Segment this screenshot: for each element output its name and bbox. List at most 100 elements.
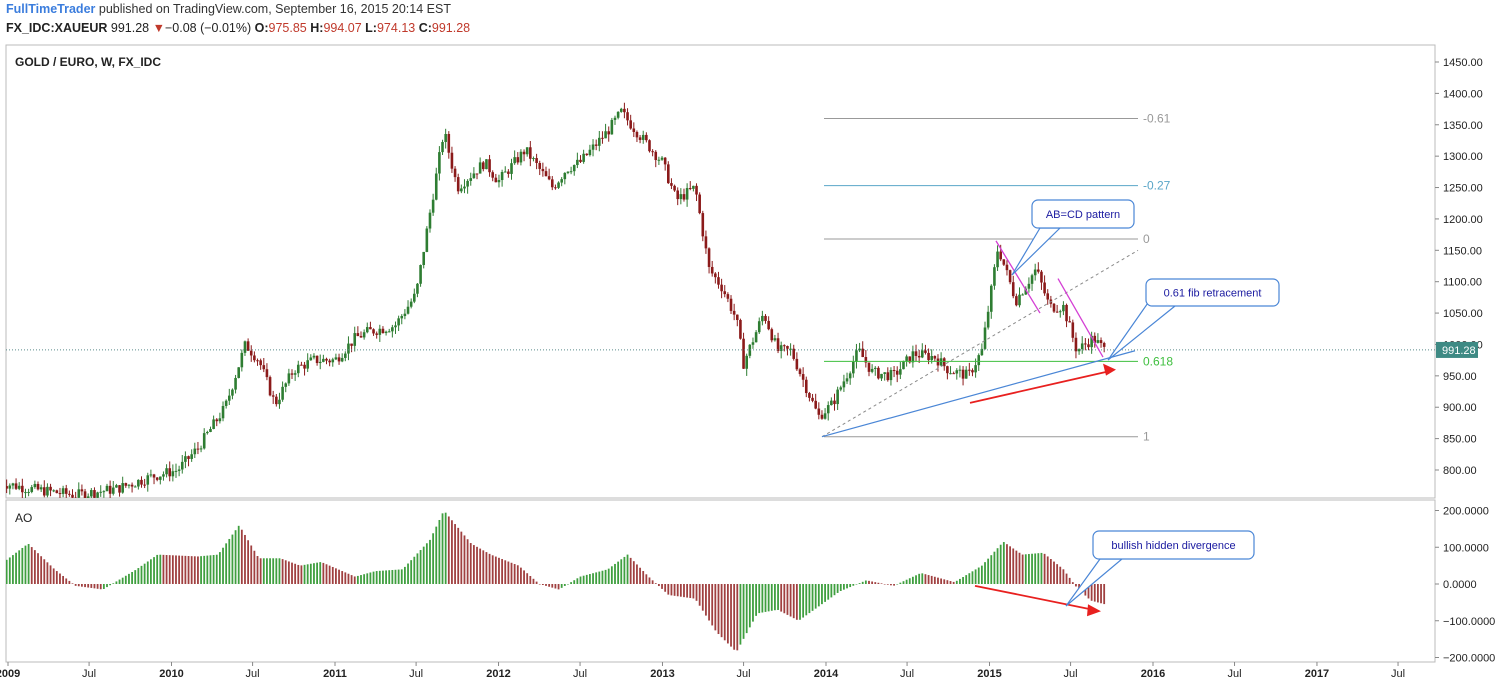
- ao-bar: [93, 584, 96, 589]
- candle-body: [171, 471, 175, 477]
- candle-body: [1102, 343, 1106, 347]
- indicator-axis[interactable]: 200.0000 100.0000 0.0000 −100.0000 −200.0000: [1435, 506, 1495, 665]
- ao-bar: [1053, 561, 1055, 584]
- candle-body: [538, 163, 542, 169]
- candle-body: [152, 474, 156, 478]
- candle-body: [61, 488, 65, 494]
- low-value: 974.13: [376, 21, 416, 35]
- candle-body: [77, 489, 81, 498]
- publish-info: FullTimeTrader published on TradingView.…: [6, 2, 451, 16]
- candle-body: [74, 497, 77, 498]
- ao-bar: [507, 561, 510, 584]
- candle-body: [757, 321, 761, 333]
- ao-bar: [140, 565, 143, 584]
- candle-body: [899, 369, 902, 375]
- ao-bar: [686, 584, 689, 598]
- candle-body: [174, 470, 178, 472]
- candle-body: [21, 485, 24, 493]
- price-tick-label: 850.00: [1443, 434, 1477, 446]
- candle-body: [469, 178, 473, 181]
- time-axis[interactable]: 2009 Jul 2010 Jul 2011 Jul 2012 Jul 2013 Jul 2014 J…: [0, 662, 1405, 680]
- candle-body: [880, 373, 883, 379]
- time-tick-label: 2012: [486, 668, 510, 680]
- ao-bar: [642, 571, 645, 584]
- ao-bar: [77, 584, 80, 587]
- ao-bar: [868, 580, 870, 584]
- ao-bar: [372, 571, 375, 584]
- candle-body: [39, 487, 43, 490]
- candle-body: [30, 487, 34, 492]
- candle-body: [1099, 340, 1103, 344]
- candle-body: [776, 338, 780, 352]
- ao-bar: [827, 584, 830, 600]
- candle-body: [177, 469, 181, 471]
- ao-bar: [156, 554, 159, 584]
- candle-body: [431, 199, 435, 213]
- ao-bar: [579, 576, 582, 584]
- candle-body: [494, 177, 498, 183]
- ao-bar: [59, 573, 61, 584]
- price-axis[interactable]: 1450.00 1400.00 1350.00 1300.00 1250.00 1200.…: [1435, 57, 1483, 477]
- callout-divergence-label: bullish hidden divergence: [1111, 540, 1235, 552]
- ao-bar: [962, 577, 964, 584]
- down-arrow-icon: ▼: [152, 21, 165, 35]
- candle-body: [419, 265, 422, 284]
- ao-bar: [269, 558, 271, 584]
- ao-bar: [81, 584, 83, 587]
- candle-body: [908, 356, 912, 363]
- candle-body: [572, 165, 576, 172]
- ao-bar: [657, 584, 660, 587]
- ao-bar: [783, 584, 786, 614]
- ao-bar: [896, 584, 899, 585]
- candle-body: [1024, 288, 1028, 295]
- candle-body: [387, 331, 391, 333]
- candle-body: [823, 413, 827, 419]
- ao-bar: [1009, 546, 1011, 584]
- ao-bar: [918, 573, 921, 584]
- ao-bar: [595, 572, 598, 584]
- ao-bar: [281, 559, 284, 584]
- ao-bar: [369, 572, 372, 584]
- ao-bar: [676, 584, 679, 597]
- candle-body: [560, 179, 563, 183]
- ao-bar: [498, 557, 500, 584]
- time-tick-label: Jul: [1391, 668, 1405, 680]
- candle-body: [977, 355, 981, 366]
- price-tick-label: 1250.00: [1443, 183, 1483, 195]
- ao-bar: [37, 553, 39, 584]
- ao-bar: [858, 583, 861, 584]
- candle-body: [187, 456, 190, 459]
- candle-body: [958, 369, 962, 371]
- candle-body: [184, 456, 187, 462]
- ao-bar: [382, 570, 384, 584]
- indicator-pane[interactable]: AO 200.0000 100.0000 0.0000 −100.0000 −200.0…: [0, 499, 1495, 665]
- ao-bar: [695, 584, 698, 601]
- price-pane[interactable]: GOLD / EURO, W, FX_IDC -0.61 -0.27 0 0.618 1…: [0, 44, 1483, 505]
- ao-bar: [441, 513, 444, 584]
- ao-bar: [410, 560, 413, 584]
- candle-body: [779, 345, 783, 352]
- ao-bar: [375, 571, 378, 584]
- ao-bar: [1037, 553, 1040, 584]
- candle-body: [942, 358, 946, 367]
- ao-tick-label: −200.0000: [1443, 653, 1495, 665]
- candle-body: [905, 356, 908, 361]
- symbol-name[interactable]: FX_IDC:XAUEUR: [6, 21, 108, 35]
- ao-bar: [1049, 559, 1052, 584]
- ao-bar: [454, 524, 456, 584]
- ao-bar: [43, 559, 46, 584]
- ao-bar: [752, 584, 754, 622]
- ao-bar: [824, 584, 826, 602]
- candle-body: [256, 360, 259, 362]
- candle-body: [453, 168, 457, 178]
- candle-body: [842, 381, 846, 388]
- ao-bar: [457, 527, 460, 584]
- candle-body: [914, 351, 918, 356]
- ao-bar: [121, 577, 124, 584]
- ao-bar: [231, 534, 234, 584]
- candle-body: [146, 475, 150, 485]
- candle-body: [1030, 275, 1034, 284]
- publisher-name[interactable]: FullTimeTrader: [6, 2, 96, 16]
- candle-body: [663, 157, 667, 165]
